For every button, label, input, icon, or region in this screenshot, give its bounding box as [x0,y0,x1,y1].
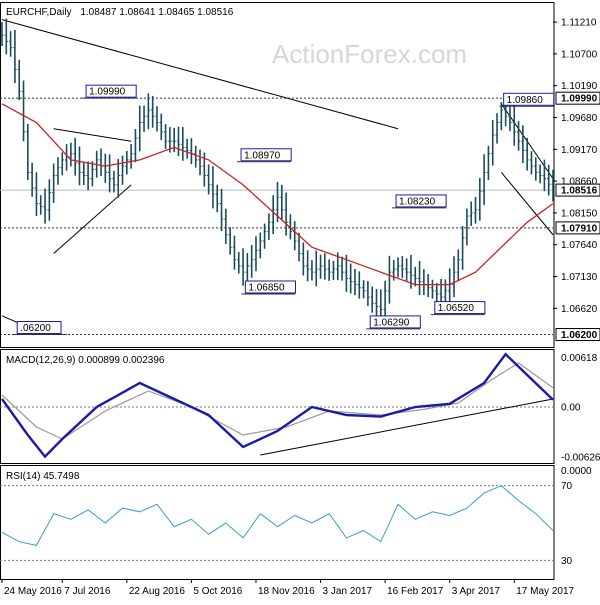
date-tick-6: 16 Feb 2017 [387,586,444,597]
macd-axis-tick-0: 0.00618 [561,353,598,364]
macd-title: MACD(12,26,9) 0.000899 0.002396 [6,355,165,366]
trendline-6 [260,398,554,456]
price-axis-tick-3: 1.09680 [561,113,598,124]
trendline-3 [53,184,132,254]
price-axis-tick-8: 1.07130 [561,272,598,283]
trendline-5 [500,172,554,236]
date-tick-4: 18 Nov 2016 [258,586,315,597]
rsi-line [1,485,554,546]
price-level-box-1 [555,183,600,197]
annotation-label-5: 1.06520 [438,303,475,314]
trendline-2 [53,128,132,142]
price-level-label-0: 1.09990 [561,94,598,105]
price-axis-tick-7: 1.07640 [561,240,598,251]
price-axis-tick-4: 1.09170 [561,145,598,156]
price-level-label-2: 1.07910 [561,223,598,234]
annotation-box-2 [244,280,296,294]
rsi-panel [0,465,555,580]
annotation-box-7 [16,321,62,335]
annotation-box-4 [369,315,421,329]
symbol-label: EURCHF,Daily [6,7,72,18]
price-level-label-1: 1.08516 [561,186,598,197]
price-level-box-2 [555,221,600,235]
trendline-0 [1,19,399,130]
date-tick-8: 17 May 2017 [516,586,574,597]
price-axis-tick-1: 1.10700 [561,49,598,60]
rsi-axis-tick-1: 30 [561,556,573,567]
annotation-box-5 [434,301,486,315]
macd-signal-line [1,362,554,440]
annotation-label-4: 1.06290 [373,317,410,328]
annotation-label-2: 1.06850 [248,282,285,293]
annotation-box-3 [395,194,447,208]
watermark: ActionForex.com [272,39,467,69]
price-level-box-0 [555,91,600,105]
price-axis-tick-5: 1.08660 [561,177,598,188]
date-tick-5: 3 Jan 2017 [323,586,373,597]
macd-axis-tick-1: 0.00 [561,403,581,414]
date-tick-1: 7 Jul 2016 [64,586,111,597]
macd-axis-tick-2: -0.00626 [561,453,600,464]
price-axis-tick-9: 1.06620 [561,304,598,315]
moving-average-line [1,103,554,286]
date-tick-2: 22 Aug 2016 [129,586,186,597]
annotation-box-0 [85,84,137,98]
macd-line [1,352,554,459]
date-tick-3: 5 Oct 2016 [193,586,242,597]
rsi-title: RSI(14) 45.7498 [6,471,80,482]
date-tick-0: 24 May 2016 [4,586,62,597]
ohlc-values: 1.08487 1.08641 1.08465 1.08516 [80,7,233,18]
price-panel [0,2,555,348]
rsi-axis-tick-0: 70 [561,481,573,492]
date-tick-7: 3 Apr 2017 [452,586,501,597]
price-level-box-3 [555,328,600,342]
price-level-label-3: 1.06200 [561,330,598,341]
annotation-label-6: 1.09860 [507,95,544,106]
annotation-label-1: 1.08970 [244,150,281,161]
annotation-box-6 [503,92,555,106]
annotation-label-7: .06200 [20,323,51,334]
annotation-box-1 [240,148,292,162]
price-axis-tick-6: 1.08150 [561,208,598,219]
price-axis-tick-0: 1.11210 [561,18,597,29]
rsi-axis-top-tick: 0.0000 [561,466,592,477]
price-axis-tick-2: 1.10190 [561,81,598,92]
annotation-label-0: 1.09990 [89,87,126,98]
chart-title: EURCHF,Daily 1.08487 1.08641 1.08465 1.0… [6,7,234,18]
annotation-label-3: 1.08230 [399,196,436,207]
